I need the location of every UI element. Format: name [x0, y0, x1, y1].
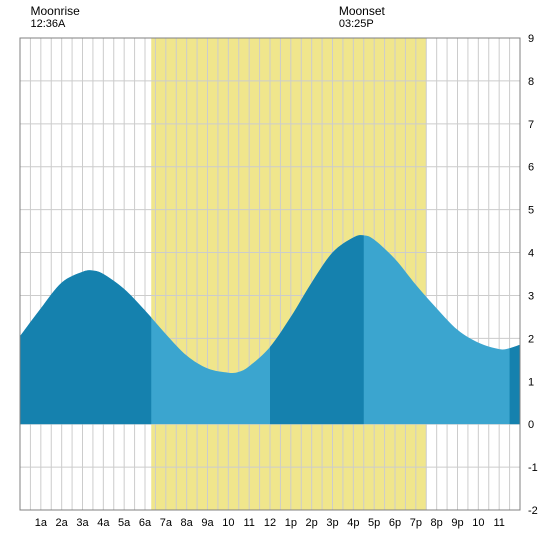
svg-text:1a: 1a: [35, 517, 48, 529]
svg-text:7a: 7a: [160, 517, 173, 529]
moonrise-label: Moonrise 12:36A: [31, 4, 80, 32]
svg-text:9p: 9p: [451, 517, 463, 529]
svg-text:8a: 8a: [181, 517, 194, 529]
svg-text:7p: 7p: [410, 517, 422, 529]
svg-text:3: 3: [528, 290, 534, 302]
svg-text:6: 6: [528, 162, 534, 174]
svg-text:9: 9: [528, 33, 534, 45]
svg-text:8: 8: [528, 76, 534, 88]
svg-text:1p: 1p: [285, 517, 297, 529]
svg-text:10: 10: [222, 517, 234, 529]
svg-text:4p: 4p: [347, 517, 359, 529]
svg-text:7: 7: [528, 119, 534, 131]
svg-text:-1: -1: [528, 462, 538, 474]
svg-text:2a: 2a: [56, 517, 69, 529]
svg-text:5p: 5p: [368, 517, 380, 529]
svg-text:11: 11: [493, 517, 504, 529]
svg-text:12: 12: [264, 517, 276, 529]
svg-text:9a: 9a: [201, 517, 214, 529]
svg-text:6a: 6a: [139, 517, 152, 529]
svg-text:10: 10: [472, 517, 484, 529]
svg-text:4: 4: [528, 248, 534, 260]
moonrise-time: 12:36A: [31, 18, 80, 31]
svg-text:3a: 3a: [76, 517, 89, 529]
moonset-title: Moonset: [339, 4, 385, 18]
svg-text:5: 5: [528, 205, 534, 217]
svg-text:-2: -2: [528, 505, 538, 517]
svg-text:4a: 4a: [97, 517, 110, 529]
tide-chart: Moonrise 12:36A Moonset 03:25P 1a2a3a4a5…: [0, 0, 550, 550]
svg-text:0: 0: [528, 419, 534, 431]
moonset-time: 03:25P: [339, 18, 385, 31]
svg-text:3p: 3p: [326, 517, 338, 529]
svg-text:8p: 8p: [431, 517, 443, 529]
svg-text:6p: 6p: [389, 517, 401, 529]
svg-text:11: 11: [243, 517, 254, 529]
chart-svg: 1a2a3a4a5a6a7a8a9a1011121p2p3p4p5p6p7p8p…: [0, 0, 550, 550]
moonrise-title: Moonrise: [31, 4, 80, 18]
svg-text:2: 2: [528, 333, 534, 345]
svg-text:2p: 2p: [306, 517, 318, 529]
svg-text:1: 1: [528, 376, 534, 388]
svg-text:5a: 5a: [118, 517, 131, 529]
moonset-label: Moonset 03:25P: [339, 4, 385, 32]
